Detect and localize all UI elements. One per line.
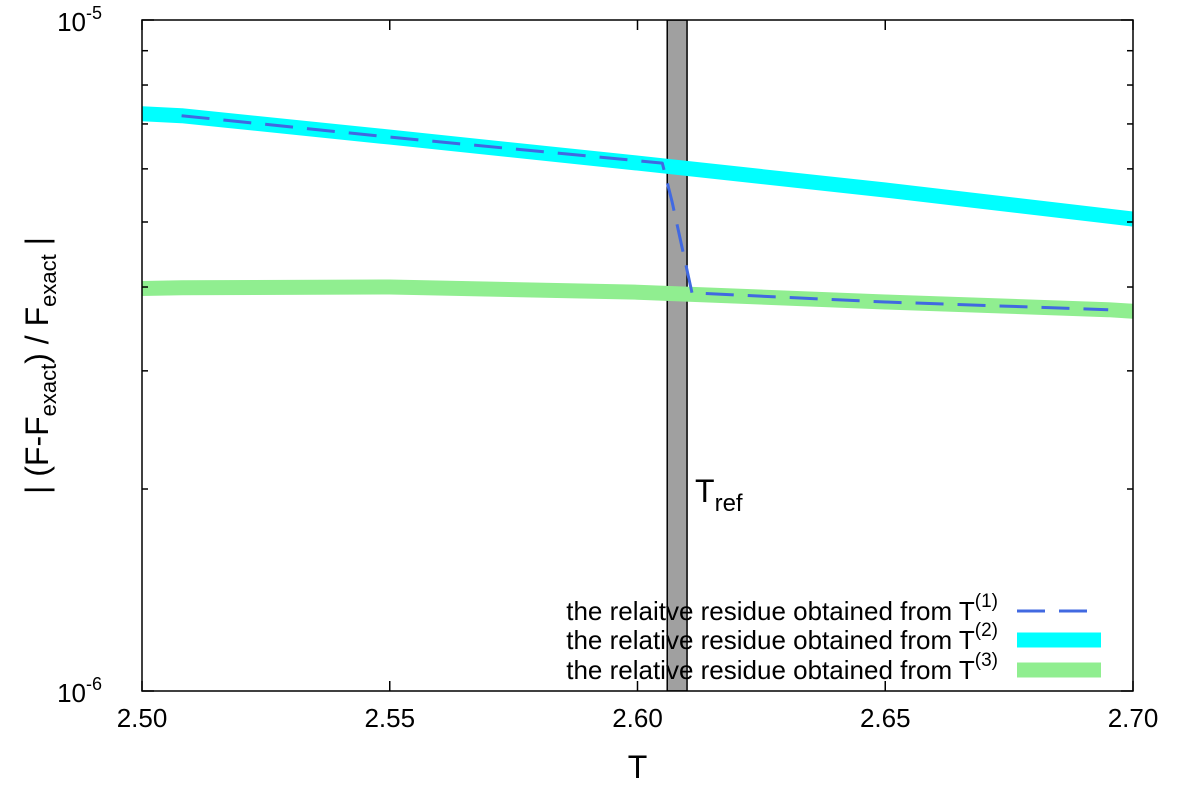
series-line-3 xyxy=(181,114,1109,312)
y-tick-label: 10-5 xyxy=(57,3,102,37)
legend-label-3: the relaitve residue obtained from T(1) xyxy=(566,591,998,626)
x-tick-label: 2.50 xyxy=(117,703,168,733)
x-tick-label: 2.60 xyxy=(612,703,663,733)
legend-label-2: the relative residue obtained from T(3) xyxy=(566,650,998,685)
series-line-2 xyxy=(142,279,1133,319)
series-line-1 xyxy=(142,106,1133,227)
y-tick-label: 10-6 xyxy=(57,674,102,708)
x-tick-label: 2.65 xyxy=(860,703,911,733)
ref-band-label: Tref xyxy=(695,473,743,517)
x-axis-title: T xyxy=(628,749,648,785)
x-tick-label: 2.55 xyxy=(364,703,415,733)
x-tick-label: 2.70 xyxy=(1108,703,1159,733)
legend-label-1: the relative residue obtained from T(2) xyxy=(566,620,998,655)
y-axis-title: | (F-Fexact) / Fexact | xyxy=(19,237,61,494)
ref-band xyxy=(666,20,688,691)
